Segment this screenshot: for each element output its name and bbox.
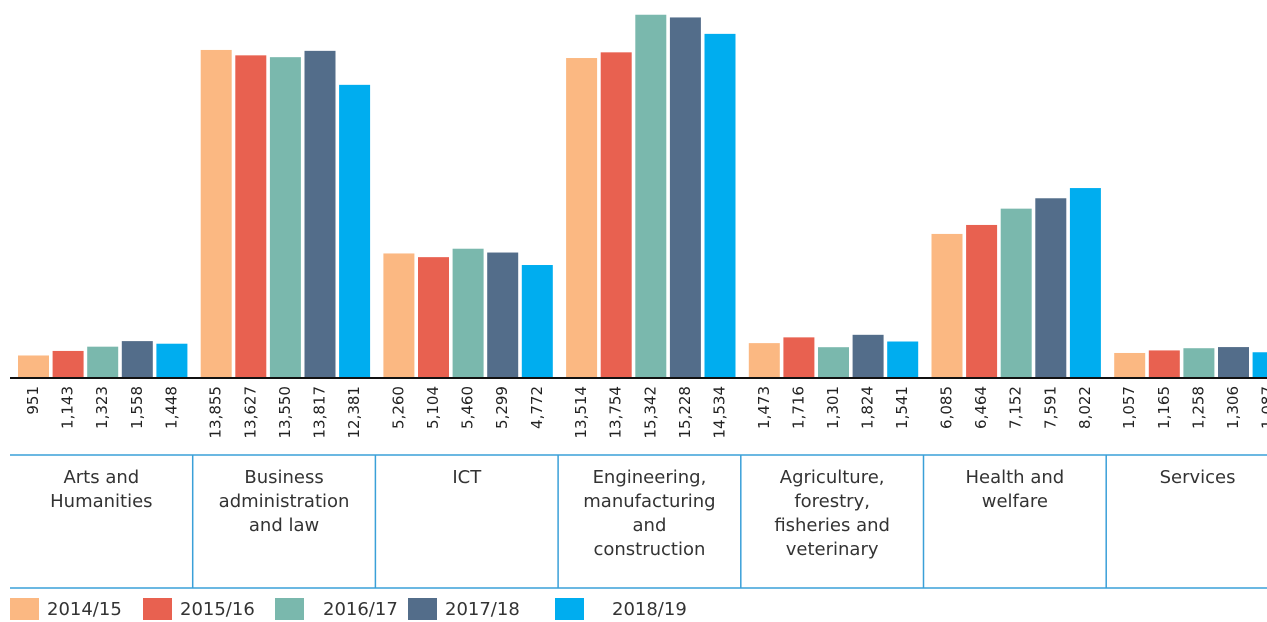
bar	[156, 343, 188, 378]
value-label: 13,514	[572, 386, 590, 439]
bar	[1218, 347, 1249, 378]
bar	[52, 350, 84, 378]
category-label: ICT	[452, 467, 482, 488]
bar	[418, 257, 449, 378]
legend-label: 2017/18	[445, 599, 520, 620]
bar	[304, 50, 336, 379]
value-label: 1,306	[1224, 386, 1242, 429]
category-label: Agriculture, forestry, fisheries and vet…	[774, 467, 890, 560]
legend-swatch	[10, 598, 39, 620]
legend-swatch	[408, 598, 437, 620]
category-label: Arts and Humanities	[50, 467, 153, 512]
bar	[87, 346, 119, 378]
legend-swatch	[275, 598, 304, 620]
category-label: Engineering, manufacturing and construct…	[583, 467, 716, 560]
value-label: 951	[24, 386, 42, 415]
bar	[1252, 352, 1267, 378]
bar	[966, 224, 998, 378]
value-label: 13,855	[207, 386, 225, 439]
value-label: 1,716	[789, 386, 807, 429]
legend-label: 2015/16	[180, 599, 255, 620]
bar	[748, 343, 780, 378]
value-label: 13,817	[311, 386, 329, 439]
category-label: Health and welfare	[965, 467, 1065, 512]
bar	[121, 341, 153, 378]
legend-label: 2018/19	[612, 599, 687, 620]
bar	[1069, 188, 1101, 378]
value-label: 13,550	[276, 386, 294, 439]
bar	[269, 57, 301, 379]
bar	[1035, 198, 1067, 378]
value-label: 1,448	[162, 386, 180, 429]
value-label: 6,085	[938, 386, 956, 429]
value-label: 6,464	[972, 386, 990, 429]
value-label: 1,258	[1189, 386, 1207, 429]
value-label: 1,143	[59, 386, 77, 429]
bar	[635, 14, 667, 379]
bar	[383, 253, 415, 378]
bar	[1114, 352, 1146, 378]
value-label: 13,754	[607, 386, 625, 439]
bar	[1148, 350, 1180, 378]
bar	[566, 58, 598, 379]
bar	[600, 52, 632, 379]
value-label: 1,323	[93, 386, 111, 429]
bar	[1183, 348, 1215, 378]
value-label: 1,301	[824, 386, 842, 429]
value-label: 15,228	[676, 386, 694, 439]
bar	[783, 337, 815, 378]
bar	[852, 334, 884, 378]
legend-swatch	[555, 598, 584, 620]
value-label: 1,824	[859, 386, 877, 429]
bar	[18, 355, 49, 378]
bar	[235, 55, 267, 378]
value-label: 7,152	[1007, 386, 1025, 429]
value-label: 14,534	[711, 386, 729, 439]
value-label: 7,591	[1041, 386, 1059, 429]
bar	[931, 233, 963, 378]
value-label: 8,022	[1076, 386, 1094, 429]
bar	[818, 347, 849, 378]
value-label: 5,299	[493, 386, 511, 429]
value-label: 5,104	[424, 386, 442, 429]
value-label: 1,165	[1155, 386, 1173, 429]
bar	[704, 33, 736, 379]
value-label: 5,260	[389, 386, 407, 429]
value-label: 13,627	[241, 386, 259, 439]
bar	[669, 17, 701, 379]
bar	[452, 248, 484, 378]
value-label: 1,558	[128, 386, 146, 429]
bar	[200, 49, 232, 379]
bar	[1000, 208, 1032, 378]
value-label: 1,473	[755, 386, 773, 429]
bar	[487, 252, 519, 378]
legend-label: 2016/17	[323, 599, 398, 620]
value-label: 15,342	[641, 386, 659, 439]
legend-label: 2014/15	[47, 599, 122, 620]
value-label: 4,772	[528, 386, 546, 429]
category-label: Services	[1159, 467, 1236, 488]
legend-swatch	[143, 598, 172, 620]
value-label: 12,381	[345, 386, 363, 439]
bar	[521, 265, 553, 378]
value-label: 1,087	[1259, 386, 1267, 429]
value-label: 1,057	[1120, 386, 1138, 429]
value-label: 5,460	[459, 386, 477, 429]
bar	[887, 341, 919, 378]
value-label: 1,541	[893, 386, 911, 429]
bar	[339, 84, 371, 379]
category-label: Business administration and law	[218, 467, 350, 536]
